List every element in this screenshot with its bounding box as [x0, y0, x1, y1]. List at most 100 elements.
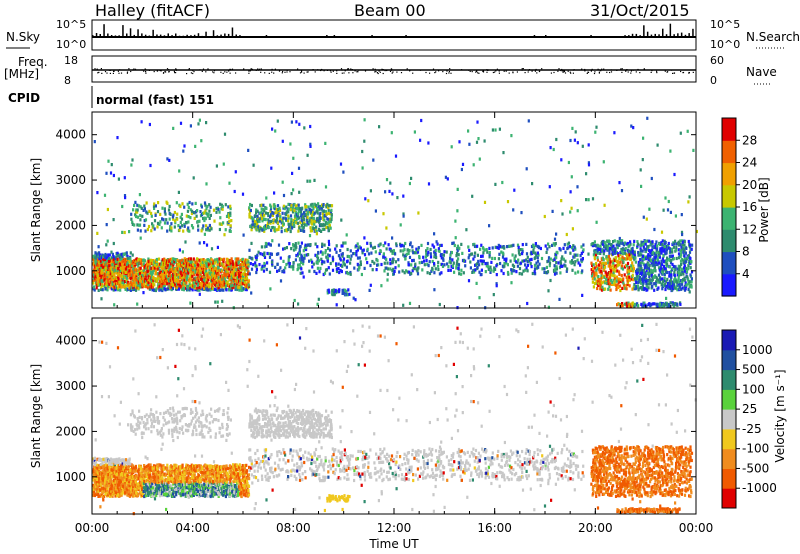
- power-cell: [210, 227, 213, 231]
- power-cell: [94, 256, 97, 260]
- power-cell: [97, 288, 100, 292]
- power-cell: [499, 244, 502, 248]
- power-cell: [592, 267, 595, 271]
- power-cell: [183, 205, 186, 209]
- power-cell: [676, 288, 679, 292]
- nave-dot: [112, 72, 114, 74]
- nave-dot: [344, 70, 346, 72]
- power-cell: [455, 252, 459, 256]
- nsky-bar: [159, 34, 162, 37]
- power-cell: [331, 288, 334, 293]
- power-cell: [635, 268, 639, 272]
- power-cell: [323, 271, 327, 275]
- power-cell: [106, 207, 109, 212]
- nave-dot: [306, 71, 308, 73]
- power-cell: [205, 268, 208, 273]
- power-cell: [106, 271, 109, 275]
- power-cell: [166, 157, 169, 161]
- power-cell: [433, 255, 436, 259]
- power-cell: [105, 171, 108, 175]
- power-cell: [270, 213, 273, 217]
- power-cell: [122, 252, 125, 257]
- power-cell: [223, 257, 226, 261]
- power-cell: [309, 124, 312, 129]
- power-cell: [231, 286, 234, 290]
- power-cell: [213, 261, 216, 265]
- power-cell: [202, 216, 205, 221]
- power-cell: [464, 264, 467, 268]
- power-cell: [349, 270, 352, 275]
- power-cell: [428, 271, 432, 276]
- power-cell: [603, 275, 606, 279]
- power-cell: [276, 214, 279, 218]
- power-cell: [280, 230, 283, 234]
- power-cell: [113, 272, 116, 276]
- power-cell: [327, 208, 330, 212]
- nsky-bar: [677, 33, 679, 37]
- power-cell: [403, 271, 406, 275]
- power-cell: [672, 257, 675, 261]
- power-cell: [227, 272, 230, 276]
- power-cell: [208, 216, 211, 220]
- power-cell: [218, 210, 221, 214]
- power-cell: [112, 278, 115, 282]
- power-cell: [299, 245, 302, 249]
- power-cell: [307, 253, 310, 257]
- power-cell: [570, 261, 573, 265]
- power-cell: [494, 182, 497, 186]
- power-cell: [386, 278, 389, 282]
- power-cell: [543, 270, 546, 274]
- power-cell: [110, 260, 113, 264]
- power-cell: [445, 250, 448, 254]
- power-cell: [597, 275, 600, 279]
- power-cell: [106, 274, 109, 278]
- power-cell: [658, 255, 661, 259]
- power-cell: [319, 211, 322, 215]
- power-cell: [489, 265, 492, 269]
- power-cell: [235, 278, 238, 282]
- power-cell: [224, 265, 228, 269]
- power-cell: [316, 254, 319, 258]
- power-cell: [313, 222, 316, 226]
- power-cell: [650, 280, 653, 285]
- power-cell: [269, 243, 272, 247]
- power-cell: [287, 216, 290, 220]
- power-cell: [320, 257, 323, 261]
- power-cell: [100, 287, 103, 292]
- power-cell: [273, 203, 276, 207]
- power-cell: [311, 260, 314, 264]
- power-cell: [607, 264, 610, 268]
- power-cell: [405, 252, 408, 256]
- power-cell: [298, 226, 301, 230]
- power-cell: [159, 280, 162, 284]
- power-cell: [324, 141, 327, 145]
- power-cell: [517, 258, 520, 262]
- power-cell: [246, 268, 249, 272]
- power-cell: [685, 283, 688, 287]
- power-cell: [656, 257, 659, 261]
- power-cell: [172, 217, 175, 221]
- power-cell: [480, 254, 483, 258]
- power-cell: [317, 297, 320, 301]
- power-cell: [94, 251, 97, 255]
- power-cell: [212, 274, 215, 278]
- power-cell: [342, 259, 345, 263]
- power-cell: [252, 263, 255, 267]
- power-cell: [518, 252, 521, 257]
- power-cell: [645, 281, 648, 286]
- power-cell: [255, 255, 258, 259]
- power-cell: [208, 282, 211, 286]
- power-cell: [126, 271, 130, 275]
- power-cell: [335, 289, 338, 293]
- power-cell: [305, 208, 308, 212]
- power-cell: [596, 258, 599, 262]
- power-cell: [204, 279, 207, 283]
- power-cell: [223, 277, 226, 281]
- power-cell: [252, 217, 255, 221]
- power-cell: [544, 244, 547, 248]
- power-cell: [297, 212, 300, 216]
- power-cell: [177, 280, 180, 284]
- power-cell: [545, 265, 548, 269]
- power-cell: [310, 220, 313, 224]
- power-cell: [324, 210, 327, 214]
